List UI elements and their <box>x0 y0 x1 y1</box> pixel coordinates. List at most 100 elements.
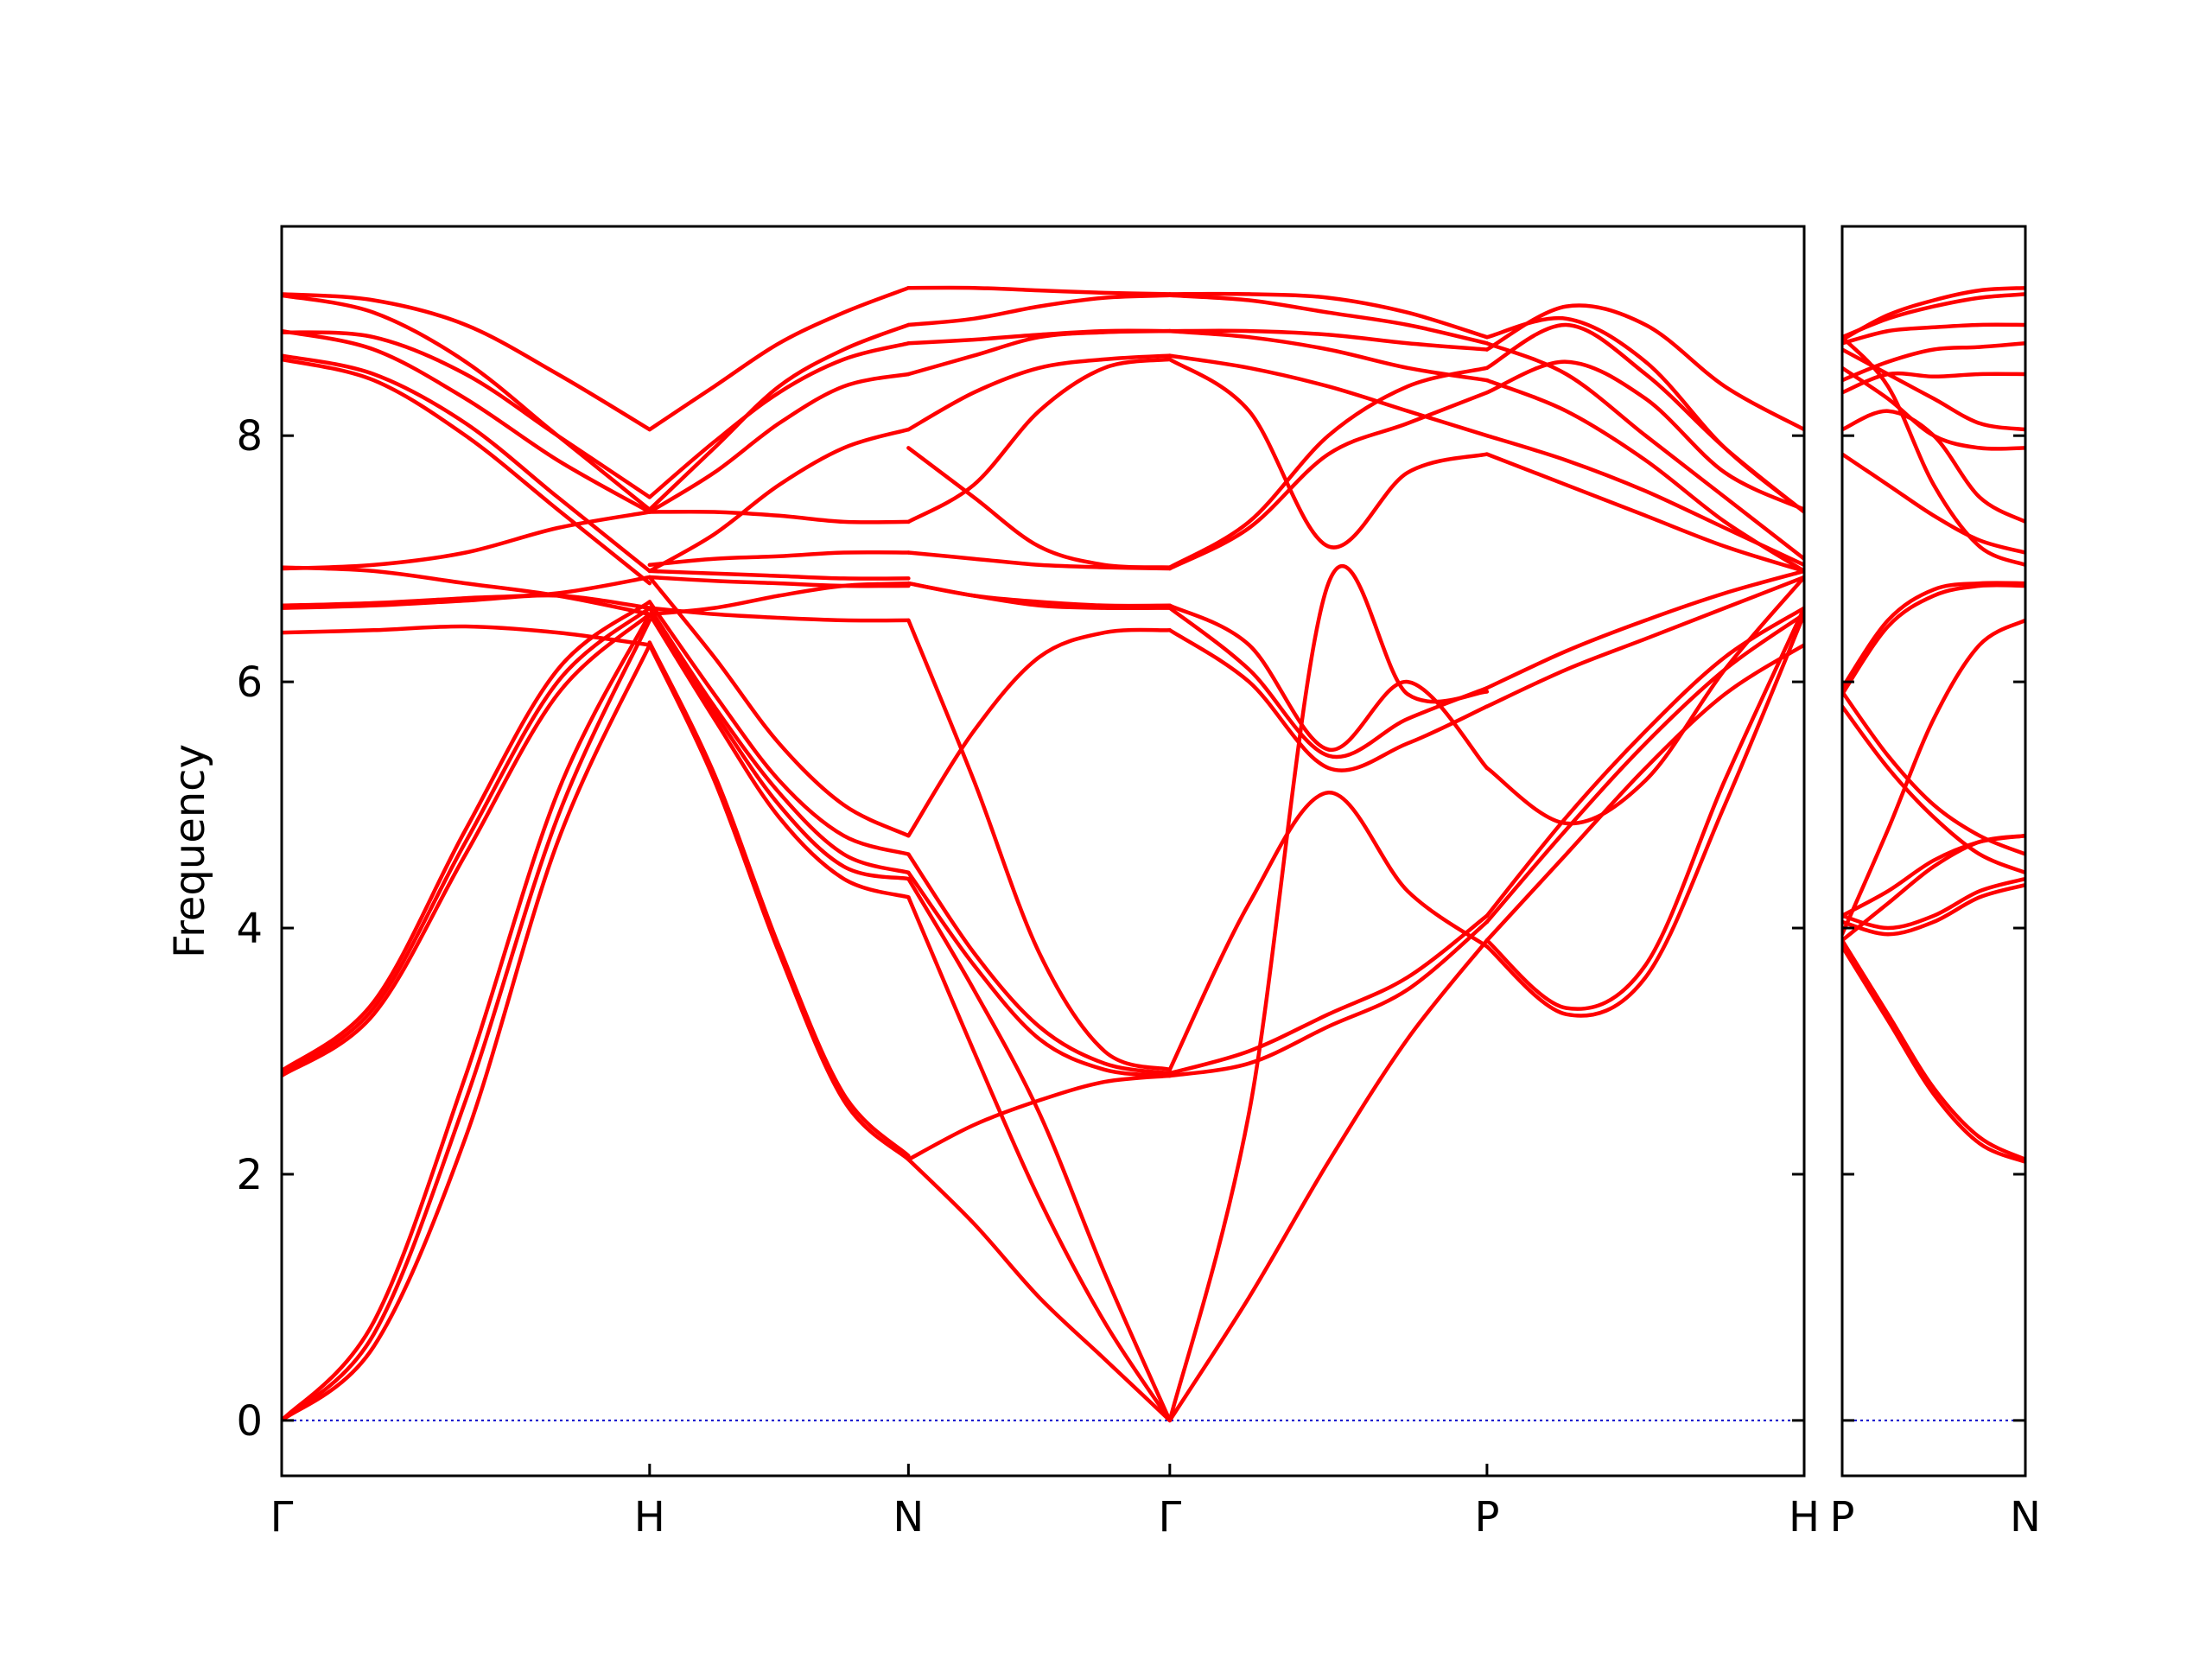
band-line-main-4-0 <box>1484 643 1804 943</box>
band-line-main-0-1 <box>282 618 652 1423</box>
band-line-main-1-10 <box>647 569 911 581</box>
band-line-main-0-14 <box>282 330 652 499</box>
band-line-main-4-12 <box>1484 378 1804 574</box>
band-line-main-4-10 <box>1484 359 1804 512</box>
band-line-main-4-3 <box>1484 612 1804 1018</box>
band-line-right-0-5 <box>1842 833 2025 918</box>
band-line-right-0-7 <box>1842 704 2025 875</box>
panel-main: 0 2 4 6 8 Γ H N Γ P H <box>236 225 1820 1541</box>
x-tick-label-main-3: Γ <box>1158 1493 1181 1541</box>
band-line-main-3-15 <box>1167 291 1490 340</box>
x-tick-label-main-2: N <box>893 1493 924 1541</box>
band-line-main-0-7 <box>282 593 652 610</box>
band-line-main-0-8 <box>282 575 652 608</box>
band-line-main-2-4 <box>906 870 1173 1078</box>
band-line-main-2-16 <box>906 293 1173 327</box>
band-line-main-3-7 <box>1167 603 1490 771</box>
band-line-main-1-1 <box>647 640 911 1158</box>
band-line-right-0-11 <box>1842 452 2025 555</box>
band-line-main-4-1 <box>1484 612 1804 925</box>
band-line-right-0-1 <box>1842 944 2025 1164</box>
band-line-main-1-8 <box>647 581 911 617</box>
band-line-main-4-8 <box>1484 452 1804 574</box>
band-line-main-2-15 <box>906 328 1173 346</box>
x-tick-label-main-1: H <box>634 1493 665 1541</box>
band-line-main-3-12 <box>1167 328 1490 383</box>
x-tick-label-main-4: P <box>1474 1493 1499 1541</box>
x-tick-label-main-0: Γ <box>270 1493 294 1541</box>
band-line-main-3-13 <box>1167 328 1490 352</box>
band-line-main-1-9 <box>647 575 911 588</box>
band-line-main-1-15 <box>647 341 911 499</box>
band-line-right-0-10 <box>1842 582 2025 696</box>
band-line-main-3-14 <box>1167 293 1490 346</box>
axes-frame-right <box>1840 225 2027 1478</box>
band-line-main-2-5 <box>906 852 1173 1076</box>
x-tick-label-right-1: N <box>2010 1493 2041 1541</box>
band-line-main-4-4 <box>1484 606 1804 1011</box>
band-line-main-4-6 <box>1484 569 1804 690</box>
band-line-main-0-5 <box>282 600 652 1073</box>
bands-main <box>282 285 1804 1423</box>
band-line-main-3-6 <box>1167 606 1490 760</box>
y-tick-label-1: 2 <box>236 1151 263 1199</box>
band-line-main-3-9 <box>1167 365 1490 569</box>
band-line-main-1-14 <box>647 372 911 514</box>
band-line-main-2-17 <box>906 285 1173 296</box>
band-line-right-0-14 <box>1842 371 2025 395</box>
band-line-main-1-3 <box>647 612 911 881</box>
y-tick-label-4: 8 <box>236 412 263 461</box>
band-line-right-0-13 <box>1842 365 2025 451</box>
band-line-main-3-4 <box>1167 791 1490 1072</box>
y-ticks-right <box>1842 434 2025 1422</box>
y-tick-label-0: 0 <box>236 1397 263 1446</box>
band-line-main-1-13 <box>647 427 911 574</box>
y-tick-label-2: 4 <box>236 905 263 953</box>
band-line-main-0-6 <box>282 624 652 647</box>
band-line-right-0-3 <box>1842 882 2025 937</box>
y-ticks-main: 0 2 4 6 8 <box>236 412 1804 1446</box>
band-line-main-0-11 <box>282 353 652 574</box>
band-line-main-2-9 <box>906 581 1173 608</box>
band-line-main-1-5 <box>647 600 911 856</box>
band-line-main-0-12 <box>282 357 652 586</box>
band-line-main-4-7 <box>1484 575 1804 826</box>
band-line-main-1-6 <box>647 575 911 838</box>
band-line-main-3-11 <box>1167 353 1490 438</box>
band-line-main-1-11 <box>647 550 911 568</box>
band-line-right-0-9 <box>1842 581 2025 690</box>
band-line-right-0-8 <box>1842 618 2025 937</box>
band-line-main-2-2 <box>906 895 1173 1423</box>
x-tick-label-main-5: H <box>1789 1493 1820 1541</box>
band-line-main-4-15 <box>1484 315 1804 514</box>
band-line-main-2-13 <box>906 353 1173 432</box>
band-line-main-2-1 <box>906 1073 1173 1162</box>
band-line-right-0-19 <box>1842 285 2025 342</box>
band-line-main-3-1 <box>1167 563 1490 1423</box>
band-line-main-1-16 <box>647 285 911 432</box>
band-line-main-2-3 <box>906 876 1173 1423</box>
band-line-main-3-8 <box>1167 357 1490 550</box>
y-axis-label: Frequency <box>166 744 214 958</box>
band-line-right-0-6 <box>1842 690 2025 856</box>
band-line-main-1-2 <box>647 612 911 899</box>
band-line-main-0-10 <box>282 565 652 617</box>
band-line-main-4-9 <box>1484 322 1804 514</box>
band-line-right-0-0 <box>1842 938 2025 1162</box>
band-line-main-0-15 <box>282 292 652 432</box>
band-line-main-4-5 <box>1484 575 1804 709</box>
band-line-main-0-2 <box>282 612 652 1423</box>
y-tick-label-3: 6 <box>236 658 263 707</box>
band-line-main-2-6 <box>906 627 1173 838</box>
band-line-main-3-0 <box>1167 938 1490 1423</box>
band-line-main-2-7 <box>906 618 1173 1072</box>
band-line-main-4-14 <box>1484 341 1804 561</box>
axes-frame-main <box>280 225 1806 1478</box>
band-line-main-2-0 <box>906 1157 1173 1423</box>
band-line-main-2-12 <box>906 446 1173 569</box>
band-line-main-1-12 <box>647 509 911 524</box>
band-line-main-0-16 <box>282 293 652 512</box>
band-line-right-0-20 <box>1842 334 2025 568</box>
